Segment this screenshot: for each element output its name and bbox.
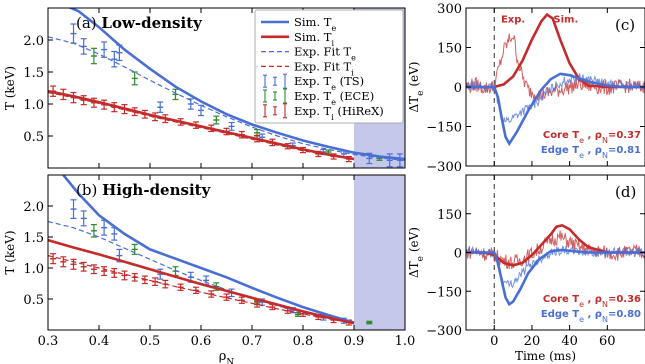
panel-title: (b) High-density: [76, 181, 212, 199]
y-tick-label: 0.5: [23, 293, 44, 308]
series-hirex: [50, 253, 352, 326]
line-sim_te: [62, 175, 355, 324]
x-tick-label: 0: [490, 334, 498, 349]
line-sim_edge: [466, 72, 645, 147]
panel-d: −300 −150 0 150 0 20 40 60 ΔTe (eV) Time (ms) (d) C…: [407, 174, 645, 363]
y-tick-label: 0: [454, 247, 462, 262]
line-sim_edge: [466, 248, 645, 307]
panel-title: (a) Low-density: [76, 14, 203, 32]
x-tick-label: 1.0: [395, 334, 416, 349]
line-sim_te: [67, 8, 405, 161]
y-tick-label: 1.0: [23, 262, 44, 277]
line-fit_ti: [48, 255, 355, 324]
y-axis-label: T (keV): [3, 230, 17, 274]
x-tick-label: 0.8: [293, 334, 314, 349]
core-te-label: Core Te , ρN=0.37: [543, 130, 641, 145]
x-tick-label: 0.6: [191, 334, 212, 349]
line-fit_te: [48, 220, 355, 324]
y-tick-label: 1.0: [23, 98, 44, 113]
y-tick-label: −300: [426, 160, 462, 175]
plot-frame: [47, 7, 406, 169]
x-axis-label: ρN: [219, 349, 235, 364]
y-tick-label: 300: [437, 2, 462, 17]
line-sim_ti: [48, 238, 355, 325]
y-tick-label: 0: [454, 81, 462, 96]
x-tick-label: 0.9: [344, 334, 365, 349]
panel-b: 0.5 1.0 1.5 2.0 0.3 0.4 0.5 0.6 0.7 0.8 0.9 1.0 T (k…: [3, 174, 416, 364]
y-tick-label: 150: [437, 42, 462, 57]
x-tick-label: 20: [524, 334, 541, 349]
panel-label: (c): [615, 16, 635, 34]
legend-entry: Exp. Ti (HiReX): [294, 104, 384, 122]
line-sim_core: [466, 224, 645, 267]
y-tick-label: 1.5: [23, 66, 44, 81]
legend-entry: Sim. Te: [294, 15, 336, 33]
series-ts: [70, 199, 347, 324]
y-tick-label: 2.0: [23, 200, 44, 215]
legend-entry: Exp. Fit Te: [294, 45, 356, 63]
legend-entry: Exp. Te (TS): [294, 74, 364, 92]
y-tick-label: −150: [426, 285, 462, 300]
shaded-edge-region: [354, 175, 405, 330]
x-tick-label: 0.5: [140, 334, 161, 349]
legend-box: [254, 9, 404, 124]
y-tick-label: 2.0: [23, 34, 44, 49]
line-fit_te: [48, 36, 405, 161]
y-tick-label: −150: [426, 121, 462, 136]
plot-area: [466, 12, 645, 147]
edge-te-label: Edge Te , ρN=0.80: [541, 309, 641, 324]
edge-te-label: Edge Te , ρN=0.81: [541, 145, 641, 160]
line-exp_core: [466, 33, 645, 103]
y-axis-label: T (keV): [3, 66, 17, 110]
line-sim_ti: [48, 89, 355, 161]
y-axis-label: ΔTe (eV): [407, 62, 426, 113]
core-te-label: Core Te , ρN=0.36: [543, 294, 641, 309]
y-tick-label: −300: [426, 324, 462, 339]
y-tick-label: 1.5: [23, 231, 44, 246]
x-tick-label: 0.3: [38, 334, 59, 349]
y-axis-label: ΔTe (eV): [407, 227, 426, 278]
plot-area: [48, 175, 373, 326]
plot-area: [48, 8, 405, 168]
x-tick-label: 40: [561, 334, 578, 349]
panel-c: −300 −150 0 150 300 ΔTe (eV) (c) Exp. Sim. Core T…: [407, 2, 645, 175]
legend-entry: Exp. Fit Ti: [294, 59, 354, 77]
legend-entry: Exp. Te (ECE): [294, 89, 374, 107]
annotation-label: Exp.: [501, 14, 525, 25]
series-ece: [90, 47, 383, 161]
annotation-label: Sim.: [553, 14, 578, 25]
panel-a: 0.5 1.0 1.5 2.0 T (keV) (a) Low-density Sim. T…: [3, 7, 406, 169]
panel-label: (d): [615, 183, 636, 201]
plot-area: [466, 224, 645, 307]
x-tick-label: 0.4: [89, 334, 110, 349]
x-tick-label: 0.7: [242, 334, 263, 349]
line-sim_core: [466, 12, 645, 89]
y-tick-label: 150: [437, 208, 462, 223]
x-tick-label: 60: [599, 334, 616, 349]
legend-entry: Sim. Ti: [294, 30, 334, 48]
x-axis-label: Time (ms): [515, 349, 576, 363]
plot-frame: [47, 174, 406, 331]
y-tick-label: 0.5: [23, 130, 44, 145]
